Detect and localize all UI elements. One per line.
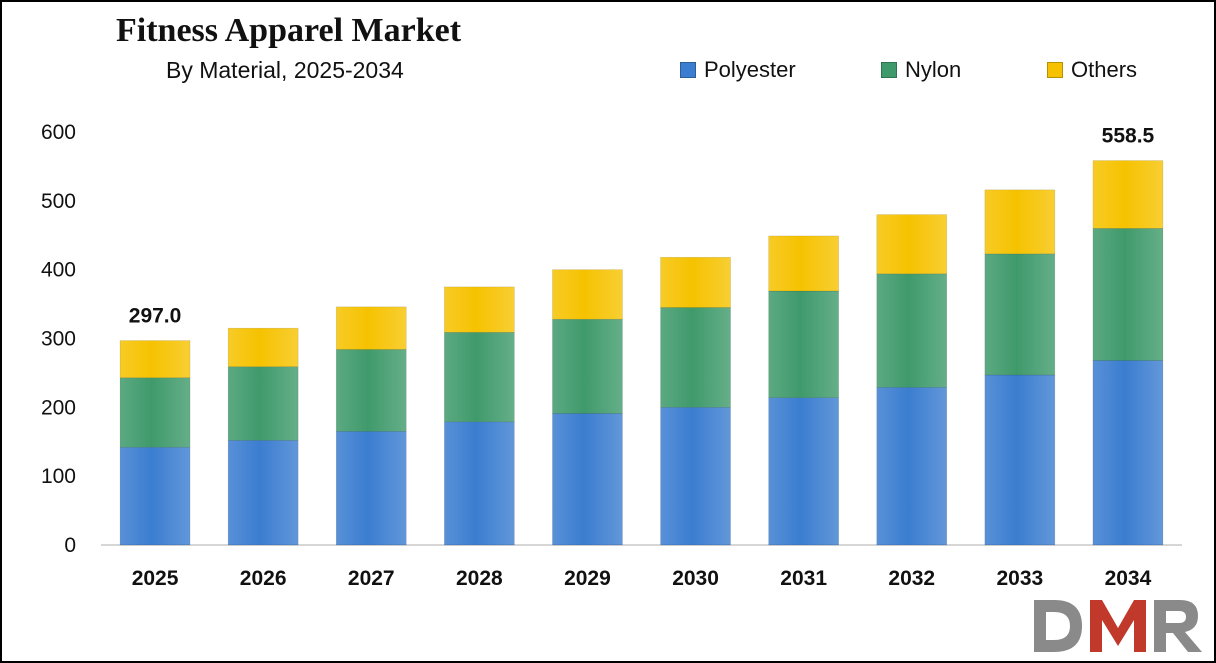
bar-polyester-2034 <box>1092 360 1164 546</box>
y-tick-label: 400 <box>41 259 76 282</box>
legend-item-others: Others <box>1047 57 1137 83</box>
bar-nylon-2025 <box>119 377 191 448</box>
legend-label-nylon: Nylon <box>905 57 962 82</box>
bar-others-2025 <box>119 340 191 379</box>
bar-nylon-2034 <box>1092 228 1164 361</box>
bar-nylon-2030 <box>660 307 731 408</box>
bar-polyester-2031 <box>768 397 839 546</box>
bar-polyester-2030 <box>660 407 731 546</box>
legend-swatch-polyester <box>680 62 696 78</box>
x-tick-label: 2033 <box>996 567 1043 590</box>
legend-label-polyester: Polyester <box>704 57 796 82</box>
logo-letter-r <box>1154 600 1202 652</box>
bar-nylon-2028 <box>444 332 515 423</box>
bar-others-2030 <box>660 256 731 308</box>
legend-item-polyester: Polyester <box>680 57 796 83</box>
legend-swatch-nylon <box>881 62 897 78</box>
y-tick-label: 0 <box>64 534 76 557</box>
y-tick-label: 100 <box>41 465 76 488</box>
bar-nylon-2027 <box>335 349 407 432</box>
legend-swatch-others <box>1047 62 1063 78</box>
x-tick-label: 2028 <box>456 567 503 590</box>
logo-letter-m <box>1090 600 1146 652</box>
chart-title: Fitness Apparel Market <box>116 12 462 49</box>
bar-polyester-2027 <box>335 431 407 546</box>
y-tick-label: 200 <box>41 396 76 419</box>
bar-polyester-2033 <box>984 374 1056 546</box>
bar-others-2026 <box>227 327 299 368</box>
legend-label-others: Others <box>1071 57 1138 82</box>
y-tick-label: 300 <box>41 328 76 351</box>
y-tick-label: 600 <box>41 121 76 144</box>
logo-letter-d <box>1034 600 1082 652</box>
data-label-2034: 558.5 <box>1102 125 1155 148</box>
bar-nylon-2031 <box>768 290 839 398</box>
bar-others-2029 <box>552 269 623 320</box>
x-tick-label: 2027 <box>348 567 395 590</box>
bar-polyester-2028 <box>444 421 515 546</box>
bar-polyester-2032 <box>876 387 948 546</box>
bar-polyester-2026 <box>227 440 299 546</box>
chart-legend: Polyester Nylon Others <box>0 57 1216 87</box>
bar-polyester-2025 <box>119 446 191 546</box>
x-tick-label: 2029 <box>564 567 611 590</box>
bar-nylon-2026 <box>227 366 299 441</box>
x-tick-label: 2032 <box>888 567 935 590</box>
bar-nylon-2032 <box>876 273 948 388</box>
y-tick-label: 500 <box>41 190 76 213</box>
x-tick-label: 2026 <box>240 567 287 590</box>
bar-others-2031 <box>768 235 839 292</box>
x-tick-label: 2030 <box>672 567 719 590</box>
x-tick-label: 2031 <box>780 567 827 590</box>
bar-others-2033 <box>984 189 1056 255</box>
bar-others-2032 <box>876 214 948 275</box>
chart-subtitle: By Material, 2025-2034 <box>166 57 404 83</box>
legend-item-nylon: Nylon <box>881 57 961 83</box>
bar-others-2028 <box>444 286 515 333</box>
bar-nylon-2033 <box>984 253 1056 376</box>
bar-others-2034 <box>1092 160 1164 229</box>
x-tick-label: 2034 <box>1105 567 1152 590</box>
bar-polyester-2029 <box>552 413 623 546</box>
dmr-logo <box>1034 600 1202 652</box>
bar-nylon-2029 <box>552 318 623 414</box>
data-label-2025: 297.0 <box>129 305 182 328</box>
bar-others-2027 <box>335 306 407 350</box>
x-tick-label: 2025 <box>132 567 179 590</box>
